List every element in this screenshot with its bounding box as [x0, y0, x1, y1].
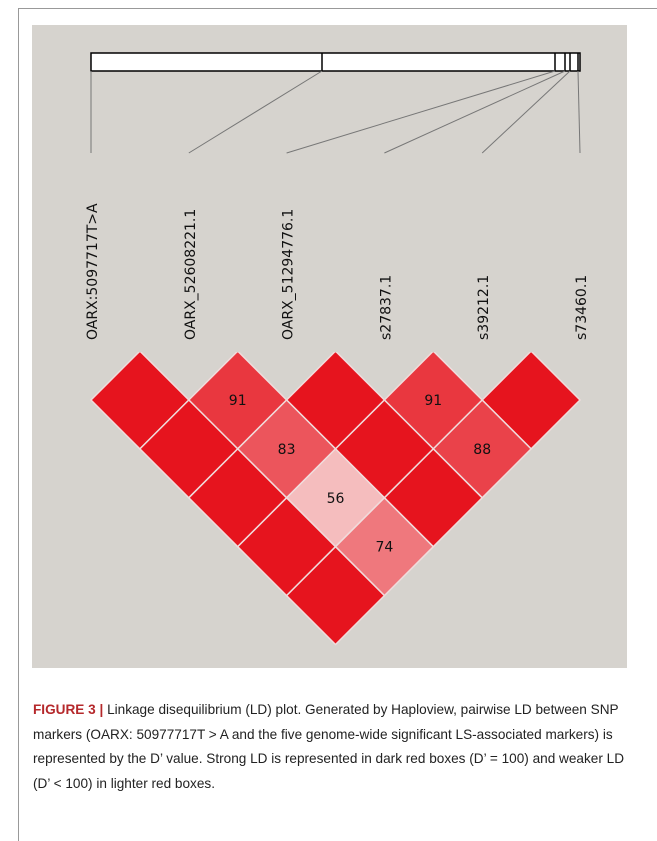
caption-label: FIGURE 3 | — [33, 702, 104, 717]
marker-label: OARX:5097717T>A — [85, 203, 101, 340]
ld-plot: OARX:5097717T>A OARX_52608221.1 OARX_51294… — [32, 25, 627, 668]
chromosome-bar — [90, 52, 581, 72]
marker-connector — [384, 70, 566, 154]
ld-value: 56 — [327, 491, 345, 507]
marker-label: s27837.1 — [378, 275, 394, 340]
frame-line — [18, 8, 19, 841]
marker-label: s39212.1 — [476, 275, 492, 340]
ld-value: 91 — [424, 393, 442, 409]
marker-connector — [577, 70, 581, 154]
caption-text: Linkage disequilibrium (LD) plot. Genera… — [33, 702, 625, 791]
ld-value: 91 — [229, 393, 247, 409]
marker-connector — [481, 70, 571, 154]
marker-label: OARX_52608221.1 — [183, 209, 199, 340]
marker-connector — [188, 70, 323, 154]
marker-connector — [286, 70, 556, 154]
caption: FIGURE 3 | Linkage disequilibrium (LD) p… — [33, 698, 633, 796]
marker-label: s73460.1 — [574, 275, 590, 340]
frame-line — [18, 8, 657, 9]
ld-value: 88 — [473, 442, 491, 458]
ld-cell — [285, 545, 386, 646]
ld-value: 74 — [375, 540, 393, 556]
marker-label: OARX_51294776.1 — [281, 209, 297, 340]
ld-value: 83 — [278, 442, 296, 458]
